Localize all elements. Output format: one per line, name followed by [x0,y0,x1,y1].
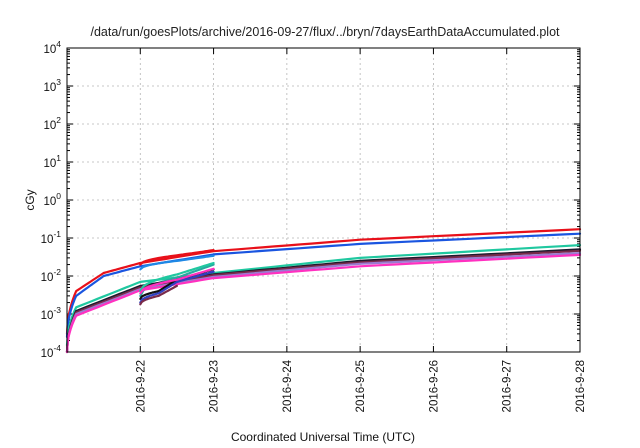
series-line [139,270,215,304]
series-line [65,228,582,335]
y-axis: 10-4 10-3 10-2 10-1 100 101 102 103 104 [41,39,62,360]
x-tick-label: 2016-9-22 [135,360,147,412]
plot-frame [66,47,581,353]
series-line [139,261,215,293]
series-line [65,253,582,354]
y-axis-label: cGy [23,189,37,210]
y-tick-label: 10-1 [41,229,62,246]
y-tick-label: 10-2 [41,267,62,284]
series-line [65,252,582,354]
y-tick-label: 104 [43,39,61,56]
chart-title: /data/run/goesPlots/archive/2016-09-27/f… [90,25,560,39]
x-axis-label: Coordinated Universal Time (UTC) [231,430,415,444]
x-tick-label: 2016-9-24 [282,359,294,412]
y-tick-label: 101 [43,153,61,170]
y-tick-label: 102 [43,115,61,132]
y-tick-label: 103 [43,77,61,94]
plot-area [65,228,582,354]
series-line [139,249,215,266]
series-line [139,267,215,295]
x-tick-label: 2016-9-27 [502,360,514,412]
y-tick-label: 10-3 [41,305,62,322]
x-tick-label: 2016-9-26 [428,360,440,412]
x-axis: 2016-9-22 2016-9-23 2016-9-24 2016-9-25 2016… [135,359,587,412]
x-tick-label: 2016-9-28 [575,360,587,412]
x-tick-label: 2016-9-23 [209,360,221,412]
grid [67,48,580,352]
series-line [139,254,215,271]
y-tick-label: 100 [43,191,61,208]
y-tick-label: 10-4 [41,343,62,360]
series-line [139,284,178,306]
x-tick-label: 2016-9-25 [355,360,367,412]
series-line [65,232,582,338]
